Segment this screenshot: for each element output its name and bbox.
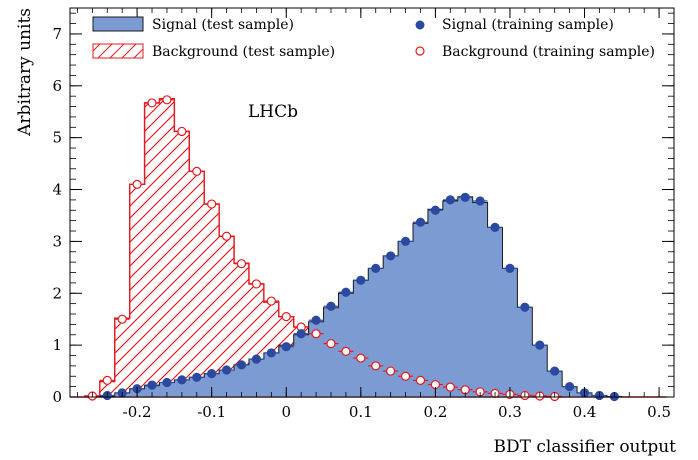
background-training-point <box>386 366 396 376</box>
background-training-point <box>132 179 142 189</box>
signal-training-point <box>356 275 366 285</box>
signal-training-point <box>177 375 187 385</box>
signal-training-point <box>430 205 440 215</box>
background-training-point <box>117 314 127 324</box>
background-training-point <box>445 382 455 392</box>
lhcb-annotation: LHCb <box>248 102 298 122</box>
legend-signal-test-label: Signal (test sample) <box>152 17 294 33</box>
x-tick-label: 0.1 <box>349 403 373 421</box>
background-training-point <box>251 279 262 289</box>
signal-training-point <box>236 360 247 370</box>
signal-training-point <box>535 340 545 350</box>
y-tick-label: 6 <box>52 77 62 95</box>
signal-training-point <box>445 195 455 205</box>
y-axis-label: Arbitrary units <box>15 8 35 137</box>
background-training-point <box>371 361 381 371</box>
y-tick-label: 2 <box>52 284 62 302</box>
signal-training-point <box>281 342 291 352</box>
background-training-point <box>102 375 112 386</box>
y-tick-label: 0 <box>52 388 62 406</box>
y-axis-ticks: 0 1 2 3 4 5 6 7 <box>52 12 674 406</box>
background-training-point <box>221 231 232 241</box>
y-tick-label: 1 <box>52 336 62 354</box>
signal-training-point <box>251 354 262 364</box>
background-training-point <box>400 371 411 381</box>
background-training-point <box>326 338 336 349</box>
signal-training-point <box>311 315 321 325</box>
legend-background-training-label: Background (training sample) <box>442 44 655 60</box>
background-training-point <box>207 199 217 209</box>
x-tick-label: 0.3 <box>498 403 522 421</box>
signal-training-point <box>296 329 306 339</box>
x-tick-label: 0 <box>281 403 291 421</box>
plot-area <box>70 95 667 402</box>
legend-signal-training-label: Signal (training sample) <box>442 17 614 33</box>
signal-training-point <box>266 348 276 358</box>
background-training-point <box>415 375 426 386</box>
background-training-point <box>311 329 321 339</box>
signal-training-point <box>386 251 396 261</box>
background-training-point <box>177 126 187 137</box>
legend: Signal (test sample) Background (test sa… <box>92 16 655 60</box>
signal-test-histogram <box>70 196 667 398</box>
background-training-point <box>192 166 202 176</box>
signal-training-point <box>565 382 575 392</box>
x-tick-label: -0.1 <box>197 403 226 421</box>
signal-training-markers <box>99 192 622 402</box>
background-training-point <box>341 346 351 356</box>
legend-background-test-label: Background (test sample) <box>152 44 335 60</box>
x-tick-label: -0.2 <box>123 403 152 421</box>
x-axis-ticks: -0.2 -0.1 0 0.1 0.2 0.3 0.4 0.5 <box>77 8 671 421</box>
legend-background-training-marker <box>415 46 425 56</box>
x-tick-label: 0.5 <box>647 403 671 421</box>
legend-background-test-swatch <box>92 43 144 59</box>
background-training-point <box>236 259 247 269</box>
signal-training-point <box>520 302 530 312</box>
signal-training-point <box>221 365 232 375</box>
signal-test-area <box>70 196 667 398</box>
background-training-markers <box>84 95 563 402</box>
signal-training-point <box>505 263 515 273</box>
y-tick-label: 5 <box>52 129 62 147</box>
signal-training-point <box>400 236 411 246</box>
x-tick-label: 0.2 <box>423 403 447 421</box>
signal-training-point <box>147 380 157 390</box>
signal-training-point <box>490 222 500 232</box>
y-tick-label: 3 <box>52 232 62 250</box>
x-axis-label: BDT classifier output <box>494 437 677 457</box>
signal-training-point <box>326 301 336 311</box>
background-training-point <box>281 312 291 322</box>
signal-training-point <box>550 366 560 376</box>
legend-signal-training-marker <box>415 20 425 30</box>
signal-training-point <box>371 263 381 273</box>
signal-training-point <box>415 217 426 227</box>
signal-training-point <box>192 372 202 382</box>
background-training-point <box>162 95 172 105</box>
background-training-point <box>266 296 276 306</box>
signal-training-point <box>475 196 485 206</box>
legend-signal-test-swatch <box>92 16 144 32</box>
signal-training-point <box>460 192 470 202</box>
signal-training-point <box>207 369 217 379</box>
y-tick-label: 7 <box>52 25 62 43</box>
background-training-point <box>147 98 157 108</box>
signal-training-point <box>341 287 351 297</box>
y-tick-label: 4 <box>52 181 62 199</box>
plot-frame <box>69 7 675 398</box>
background-training-point <box>356 353 366 363</box>
signal-training-point <box>162 377 172 388</box>
x-tick-label: 0.4 <box>573 403 597 421</box>
